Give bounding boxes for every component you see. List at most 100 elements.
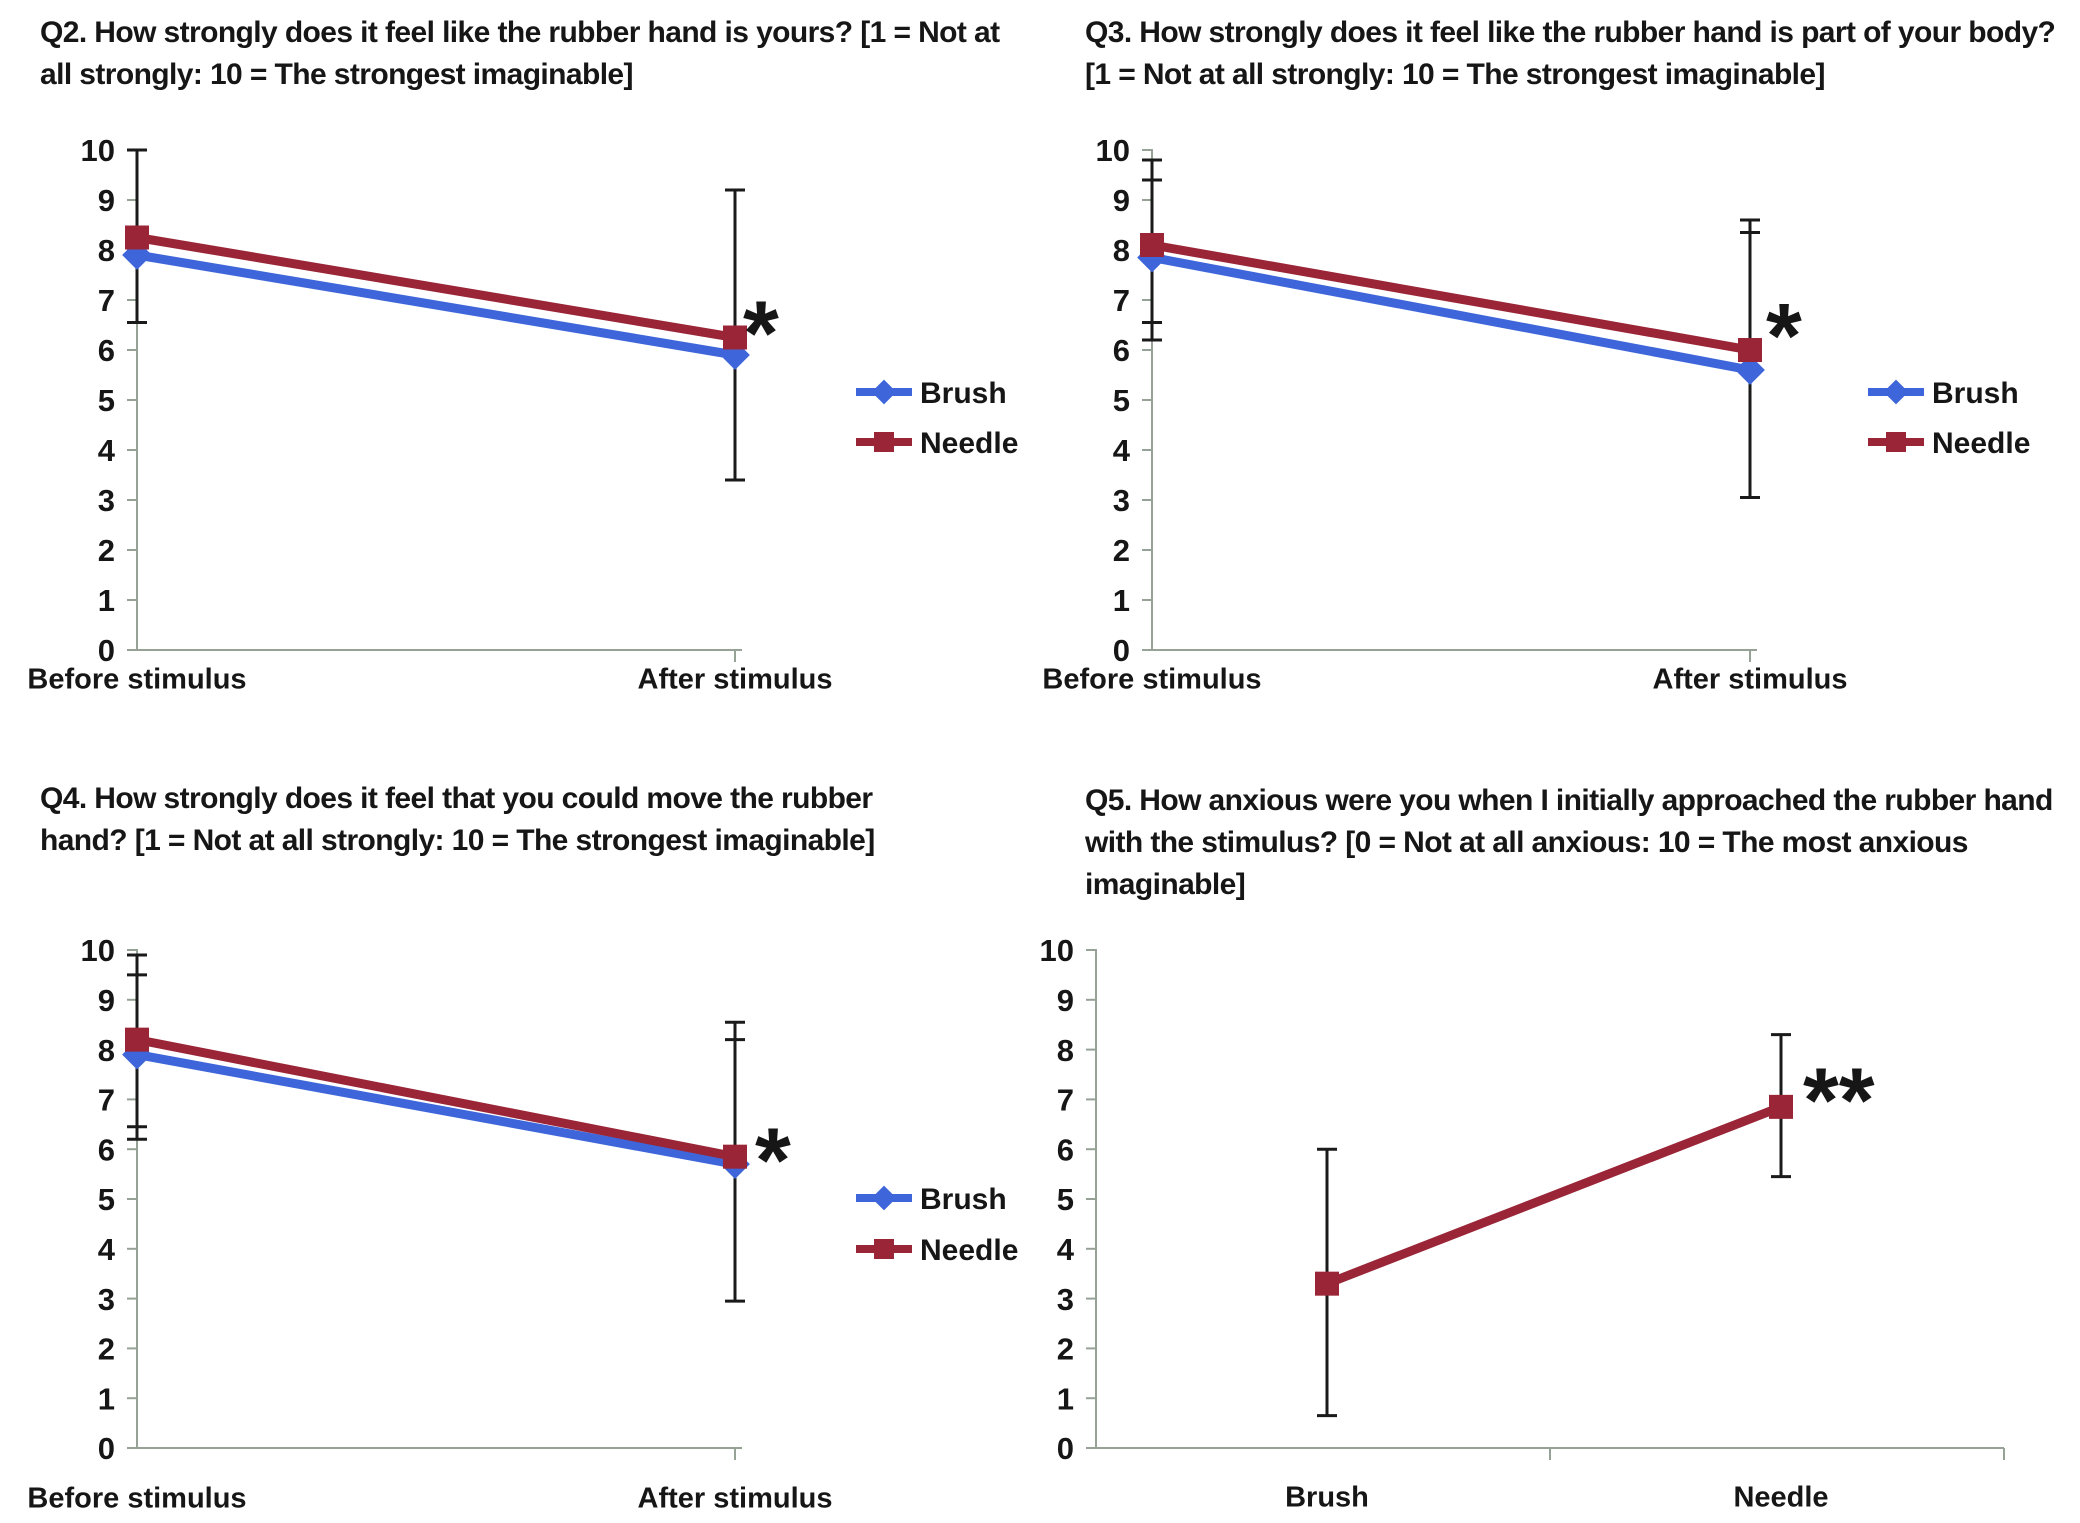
y-tick-label: 2: [1113, 533, 1130, 568]
significance-label: *: [1766, 286, 1802, 388]
panel-q4: Q4. How strongly does it feel that you c…: [0, 762, 1040, 1523]
y-tick-label: 2: [98, 1332, 115, 1367]
x-category-label: Before stimulus: [27, 663, 246, 695]
series-line-brush: [1151, 253, 1751, 375]
axes: 0 1 2 3 4 5 6 7 8 9 10 Before stimulus After stimulu…: [27, 933, 832, 1514]
y-tick-label: 10: [1096, 133, 1130, 168]
y-tick-label: 3: [98, 1282, 115, 1317]
series-needle: [125, 1027, 747, 1169]
chart-q4: 0 1 2 3 4 5 6 7 8 9 10 Before stimulus After stimulu…: [27, 933, 1018, 1514]
series-line-needle: [1151, 240, 1751, 355]
y-tick-label: 6: [98, 333, 115, 368]
x-category-label: Before stimulus: [1042, 663, 1261, 695]
y-tick-label: 10: [1040, 933, 1074, 968]
series-needle: [1315, 1094, 1793, 1296]
y-tick-label: 2: [98, 533, 115, 568]
significance-label: **: [1803, 1050, 1875, 1152]
legend-item-brush: Brush: [1868, 377, 2019, 410]
y-tick-label: 8: [1057, 1033, 1074, 1068]
chart-q2: 0 1 2 3 4 5 6 7 8 9 10 Before stimulus After stimulu…: [27, 133, 1018, 695]
y-tick-label: 10: [81, 933, 115, 968]
data-point-needle: [1140, 233, 1164, 257]
y-tick-label: 9: [1057, 983, 1074, 1018]
legend-item-needle: Needle: [1868, 427, 2030, 460]
data-point-brush: [1735, 355, 1765, 385]
y-tick-label: 8: [1113, 233, 1130, 268]
y-tick-label: 0: [98, 633, 115, 668]
chart-title-q3: Q3. How strongly does it feel like the r…: [1085, 16, 2056, 91]
y-tick-label: 7: [98, 283, 115, 318]
data-point-needle: [125, 1027, 149, 1052]
x-category-label: After stimulus: [638, 1482, 833, 1514]
chart-title-q5: Q5. How anxious were you when I initiall…: [1085, 784, 2053, 901]
y-tick-label: 2: [1057, 1332, 1074, 1367]
y-tick-label: 7: [1113, 283, 1130, 318]
y-tick-label: 1: [98, 1381, 115, 1416]
y-tick-label: 4: [1113, 433, 1131, 468]
y-tick-label: 5: [98, 1182, 115, 1217]
series-line-needle: [1325, 1102, 1783, 1288]
legend: Brush Needle: [856, 1183, 1018, 1267]
legend-label: Brush: [920, 377, 1007, 410]
data-point-needle: [1769, 1094, 1793, 1119]
x-category-label: After stimulus: [638, 663, 833, 695]
legend-item-brush: Brush: [856, 1183, 1007, 1216]
series-line-brush: [136, 1050, 736, 1169]
y-tick-label: 5: [98, 383, 115, 418]
legend-marker-diamond-icon: [1883, 379, 1909, 405]
panel-q2: Q2. How strongly does it feel like the r…: [0, 0, 1040, 762]
y-tick-label: 0: [1057, 1431, 1074, 1466]
legend-marker-square-icon: [874, 1239, 894, 1259]
y-tick-label: 7: [98, 1083, 115, 1118]
data-point-needle: [723, 1144, 747, 1169]
series-brush: [122, 1039, 750, 1180]
y-tick-label: 3: [1057, 1282, 1074, 1317]
data-point-needle: [125, 225, 149, 250]
series-line-brush: [136, 250, 736, 360]
y-tick-label: 5: [1057, 1182, 1074, 1217]
x-category-label: Needle: [1733, 1481, 1828, 1513]
legend-item-needle: Needle: [856, 1234, 1018, 1267]
data-point-needle: [723, 325, 747, 350]
error-bars: [1142, 158, 1760, 499]
panel-q5: Q5. How anxious were you when I initiall…: [1040, 762, 2080, 1523]
legend-marker-square-icon: [1886, 432, 1906, 452]
error-bars: [127, 148, 745, 482]
y-tick-label: 1: [98, 583, 115, 618]
legend: Brush Needle: [1868, 377, 2030, 460]
y-tick-label: 0: [1113, 633, 1130, 668]
chart-q3: 0 1 2 3 4 5 6 7 8 9 10 Before stimulus After stimulu…: [1042, 133, 2030, 695]
legend-label: Brush: [920, 1183, 1007, 1216]
series-brush: [122, 240, 750, 370]
x-category-label: After stimulus: [1653, 663, 1848, 695]
axes: 0 1 2 3 4 5 6 7 8 9 10 Before stimulus After stimulu…: [27, 133, 832, 695]
legend-label: Needle: [920, 1234, 1018, 1267]
data-point-brush: [1137, 242, 1167, 273]
y-tick-label: 10: [81, 133, 115, 168]
legend-label: Needle: [920, 427, 1018, 460]
series-line-needle: [136, 1035, 736, 1162]
series-brush: [1137, 242, 1765, 385]
legend-item-needle: Needle: [856, 427, 1018, 460]
y-tick-label: 9: [1113, 183, 1130, 218]
legend-marker-square-icon: [874, 432, 894, 452]
y-tick-label: 8: [98, 233, 115, 268]
significance-label: *: [755, 1110, 791, 1212]
panel-q3: Q3. How strongly does it feel like the r…: [1040, 0, 2080, 762]
error-bars: [127, 953, 745, 1303]
series-needle: [1140, 233, 1762, 362]
x-category-label: Brush: [1285, 1481, 1369, 1513]
y-tick-label: 9: [98, 983, 115, 1018]
legend-label: Brush: [1932, 377, 2019, 410]
y-tick-label: 4: [1057, 1232, 1075, 1267]
y-tick-label: 3: [98, 483, 115, 518]
axes: 0 1 2 3 4 5 6 7 8 9 10 Before stimulus After stimulu…: [1042, 133, 1847, 695]
chart-q5: 0 1 2 3 4 5 6 7 8 9 10 Brush Needle **: [1040, 933, 2005, 1513]
data-point-needle: [1738, 338, 1762, 362]
y-tick-label: 3: [1113, 483, 1130, 518]
y-tick-label: 0: [98, 1431, 115, 1466]
y-tick-label: 8: [98, 1033, 115, 1068]
x-category-label: Before stimulus: [27, 1482, 246, 1514]
y-tick-label: 6: [1057, 1132, 1074, 1167]
